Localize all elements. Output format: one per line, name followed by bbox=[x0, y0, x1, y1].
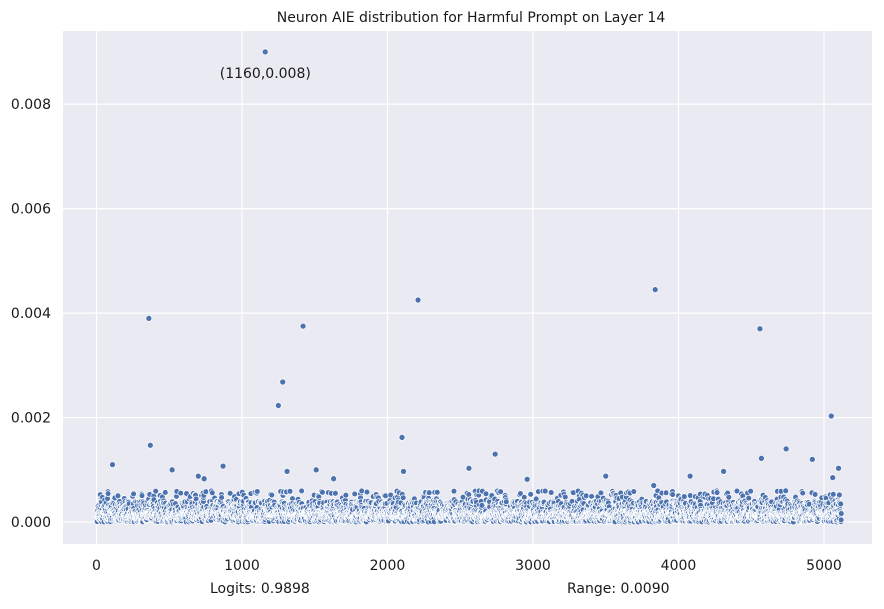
data-point bbox=[811, 491, 819, 498]
data-point bbox=[162, 489, 169, 496]
data-point bbox=[268, 491, 276, 499]
data-point bbox=[782, 487, 789, 495]
data-point bbox=[465, 491, 473, 498]
data-point bbox=[725, 493, 733, 501]
data-point bbox=[130, 490, 137, 498]
data-point bbox=[547, 489, 555, 496]
chart-title: Neuron AIE distribution for Harmful Prom… bbox=[277, 10, 666, 26]
data-point bbox=[319, 489, 326, 496]
data-point bbox=[450, 487, 458, 495]
data-point bbox=[597, 489, 605, 497]
plot-area bbox=[63, 31, 872, 544]
data-point bbox=[218, 494, 225, 501]
data-point bbox=[152, 487, 159, 495]
data-point bbox=[399, 494, 407, 502]
data-point bbox=[114, 492, 122, 500]
data-point bbox=[562, 493, 569, 501]
data-point bbox=[799, 489, 806, 497]
data-point bbox=[351, 490, 358, 498]
data-point bbox=[681, 493, 688, 500]
data-point bbox=[138, 492, 146, 499]
data-point bbox=[747, 487, 754, 495]
data-point bbox=[177, 489, 184, 497]
grid-lines bbox=[63, 31, 872, 544]
data-point bbox=[541, 487, 549, 495]
data-point bbox=[520, 494, 528, 501]
data-point bbox=[630, 488, 638, 495]
data-point bbox=[425, 489, 433, 496]
data-point bbox=[104, 490, 112, 497]
data-point bbox=[433, 489, 441, 496]
data-point bbox=[358, 487, 365, 495]
data-point bbox=[745, 494, 753, 502]
data-point bbox=[582, 492, 590, 500]
data-point bbox=[286, 488, 294, 495]
data-point bbox=[254, 488, 261, 495]
scatter-points bbox=[93, 48, 845, 526]
data-point bbox=[332, 490, 339, 497]
data-point bbox=[342, 491, 350, 499]
data-point bbox=[713, 489, 721, 496]
data-point bbox=[662, 489, 670, 497]
data-point bbox=[669, 491, 676, 498]
data-point bbox=[363, 488, 371, 496]
data-point bbox=[202, 488, 210, 495]
data-point bbox=[298, 487, 305, 495]
data-point bbox=[527, 491, 534, 498]
data-point bbox=[209, 489, 216, 497]
